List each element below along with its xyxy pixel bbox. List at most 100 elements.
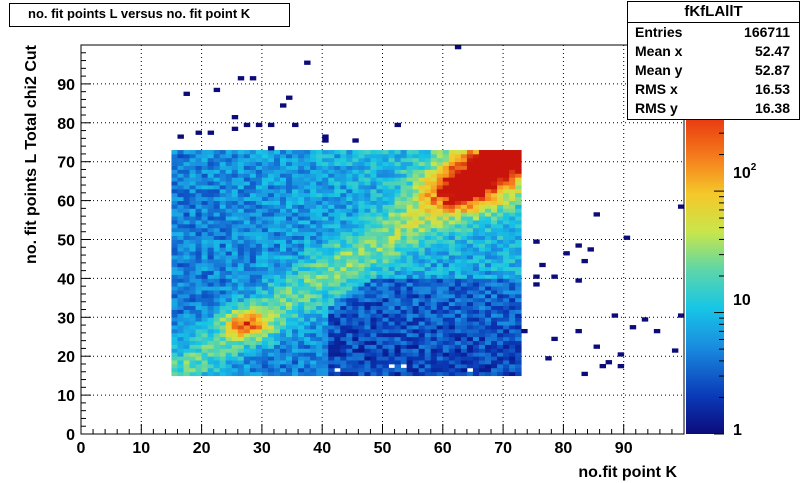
heatmap-cell (478, 157, 486, 163)
heatmap-cell (298, 266, 305, 272)
heatmap-cell (286, 216, 293, 221)
heatmap-cell (201, 150, 209, 155)
heatmap-cell (195, 282, 202, 287)
heatmap-cell (370, 173, 377, 178)
heatmap-cell (394, 278, 401, 283)
heatmap-cell (424, 274, 432, 279)
heatmap-cell (442, 270, 450, 275)
heatmap-cell (171, 161, 178, 166)
heatmap-cell (412, 297, 420, 303)
heatmap-cell (485, 212, 492, 217)
heatmap-cell (448, 181, 456, 186)
heatmap-cell (177, 220, 184, 225)
heatmap-cell (370, 336, 377, 342)
heatmap-cell (497, 251, 504, 256)
heatmap-cell (497, 309, 504, 314)
heatmap-cell (322, 216, 329, 221)
heatmap-cell (171, 243, 178, 248)
heatmap-cell (472, 150, 480, 155)
heatmap-cell (442, 169, 450, 174)
heatmap-cell (189, 235, 196, 240)
heatmap-cell (189, 192, 196, 198)
heatmap-cell (412, 262, 420, 268)
heatmap-cell (394, 223, 401, 229)
heatmap-cell (310, 325, 317, 330)
heatmap-cell (316, 258, 323, 264)
heatmap-cell (503, 255, 510, 260)
heatmap-cell (322, 208, 329, 213)
heatmap-cell (509, 293, 516, 299)
heatmap-cell (466, 235, 474, 240)
heatmap-cell (201, 161, 209, 166)
heatmap-cell (454, 371, 462, 377)
heatmap-cell (183, 239, 190, 244)
heatmap-cell (304, 363, 311, 369)
heatmap-cell (491, 305, 498, 310)
heatmap-cell (364, 371, 371, 377)
heatmap-cell (454, 328, 462, 334)
heatmap-cell (358, 258, 365, 264)
heatmap-cell (406, 227, 414, 233)
heatmap-cell (243, 177, 251, 182)
heatmap-cell (503, 165, 510, 170)
heatmap-cell (394, 360, 401, 365)
heatmap-cell (364, 344, 371, 349)
heatmap-cell (364, 301, 371, 307)
heatmap-cell (346, 297, 353, 303)
heatmap-cell (340, 227, 347, 233)
heatmap-cell (207, 367, 215, 373)
heatmap-cell (183, 297, 190, 303)
heatmap-cell (376, 227, 383, 233)
heatmap-cell (442, 188, 450, 194)
heatmap-cell (376, 181, 383, 186)
heatmap-cell (340, 216, 347, 221)
heatmap-cell (352, 262, 359, 268)
heatmap-cell (454, 262, 462, 268)
heatmap-cell (515, 297, 522, 303)
heatmap-cell (478, 352, 486, 357)
heatmap-cell (436, 367, 444, 373)
heatmap-cell (406, 336, 414, 342)
heatmap-cell (243, 150, 251, 155)
heatmap-cell (442, 153, 450, 159)
heatmap-cell (400, 317, 408, 322)
heatmap-cell (515, 157, 522, 163)
heatmap-cell (304, 309, 311, 314)
heatmap-cell (273, 344, 281, 349)
heatmap-cell (273, 352, 281, 357)
heatmap-cell (424, 200, 432, 205)
heatmap-cell (304, 301, 311, 307)
heatmap-cell (491, 247, 498, 252)
heatmap-cell (352, 360, 359, 365)
heatmap-cell (442, 360, 450, 365)
heatmap-cell (255, 282, 263, 287)
heatmap-cell (436, 332, 444, 338)
heatmap-cell (376, 161, 383, 166)
heatmap-cell (418, 356, 426, 361)
heatmap-cell (304, 200, 311, 205)
heatmap-cell (189, 196, 196, 201)
heatmap-cell (448, 231, 456, 237)
heatmap-cell (207, 188, 215, 194)
heatmap-cell (219, 153, 227, 159)
heatmap-cell (298, 173, 305, 178)
heatmap-cell (171, 305, 178, 310)
heatmap-cell (237, 251, 245, 256)
heatmap-cell (436, 220, 444, 225)
heatmap-cell (286, 266, 293, 272)
heatmap-cell (430, 286, 438, 291)
heatmap-cell (346, 220, 353, 225)
heatmap-cell (472, 278, 480, 283)
heatmap-cell (503, 367, 510, 373)
heatmap-cell (183, 208, 190, 213)
heatmap-cell (231, 251, 239, 256)
heatmap-cell (249, 200, 257, 205)
heatmap-cell (243, 239, 251, 244)
heatmap-cell (509, 328, 516, 334)
y-tick-label: 90 (57, 77, 75, 94)
heatmap-cell (183, 153, 190, 159)
heatmap-cell (370, 220, 377, 225)
heatmap-cell (249, 332, 257, 338)
heatmap-cell (237, 165, 245, 170)
heatmap-cell (316, 348, 323, 353)
